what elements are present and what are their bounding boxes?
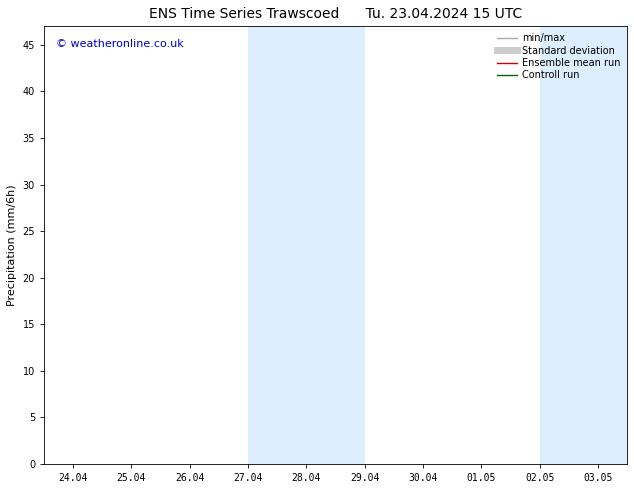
Bar — [540, 26, 627, 464]
Y-axis label: Precipitation (mm/6h): Precipitation (mm/6h) — [7, 184, 17, 306]
Title: ENS Time Series Trawscoed      Tu. 23.04.2024 15 UTC: ENS Time Series Trawscoed Tu. 23.04.2024… — [149, 7, 522, 21]
Legend: min/max, Standard deviation, Ensemble mean run, Controll run: min/max, Standard deviation, Ensemble me… — [493, 29, 624, 84]
Bar — [248, 26, 365, 464]
Text: © weatheronline.co.uk: © weatheronline.co.uk — [56, 39, 183, 49]
